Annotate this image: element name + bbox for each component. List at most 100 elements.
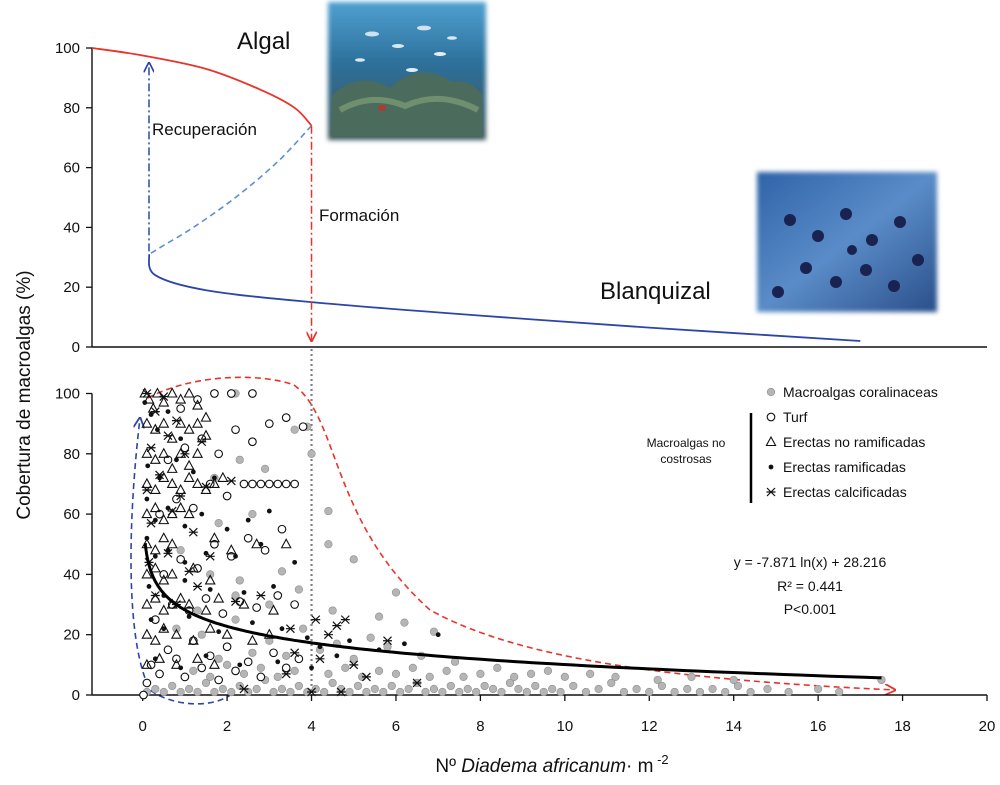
data-point <box>201 594 211 603</box>
unstable-threshold-branch <box>148 125 313 255</box>
data-point <box>143 393 155 404</box>
data-point <box>286 687 295 697</box>
data-point <box>141 628 153 639</box>
data-point <box>231 615 240 624</box>
data-point <box>182 578 188 583</box>
scatter-panel: 0 20 40 60 80 100 0 2 4 6 8 10 12 14 16 18 20 Macroalga… <box>55 349 995 735</box>
data-point <box>141 658 153 669</box>
data-point <box>263 628 275 639</box>
data-point <box>224 526 230 532</box>
data-point <box>161 626 167 632</box>
data-point <box>763 684 772 694</box>
data-point <box>721 687 730 697</box>
x-tick-label: 0 <box>138 718 146 735</box>
data-point <box>328 678 337 688</box>
data-point <box>178 665 184 671</box>
data-point <box>290 479 299 489</box>
data-point <box>290 425 299 434</box>
data-point <box>231 597 241 606</box>
data-point <box>341 663 350 672</box>
data-point <box>248 389 257 398</box>
series-asterisk <box>142 389 422 697</box>
data-point <box>176 491 186 501</box>
legend-label: Turf <box>783 409 807 425</box>
data-point <box>163 548 173 558</box>
data-point <box>334 653 340 659</box>
data-point <box>548 684 557 694</box>
data-point <box>166 477 178 489</box>
data-point <box>459 672 468 682</box>
x-tick-label: 6 <box>392 718 400 735</box>
data-point <box>226 389 236 398</box>
data-point <box>784 687 793 697</box>
bottom-y-axis-ticks: 0 20 40 60 80 100 <box>55 386 92 704</box>
data-point <box>235 455 244 464</box>
data-point <box>239 684 249 694</box>
algal-state-branch <box>91 47 313 127</box>
data-point <box>400 618 409 627</box>
data-point <box>182 559 188 565</box>
data-point <box>256 591 266 600</box>
data-point <box>184 566 194 576</box>
top-y-axis-ticks: 0 20 40 60 80 100 <box>55 40 92 356</box>
data-point <box>222 491 232 501</box>
barren-state-label: Blanquizal <box>600 278 711 305</box>
data-point <box>158 574 170 585</box>
data-point <box>170 628 182 639</box>
x-tick-label: 8 <box>476 718 484 735</box>
data-point <box>290 600 299 609</box>
data-point <box>294 681 303 691</box>
data-point <box>632 684 641 694</box>
data-point <box>250 620 255 626</box>
log-fit-curve <box>143 542 882 680</box>
data-point <box>645 687 654 697</box>
data-point <box>362 687 371 697</box>
scatter-series <box>139 387 886 700</box>
data-point <box>166 387 178 398</box>
data-point <box>201 678 211 688</box>
data-point <box>421 687 430 697</box>
data-point <box>231 425 240 435</box>
legend-marker-open-triangle <box>765 435 777 447</box>
data-point <box>455 687 464 697</box>
data-point <box>142 485 152 495</box>
x-axis-label: Nº Diadema africanum· m -2 <box>435 752 668 777</box>
bottom-y-tick-label: 40 <box>63 566 80 583</box>
data-point <box>273 672 282 682</box>
data-point <box>581 687 591 697</box>
data-point <box>290 648 300 658</box>
data-point <box>166 538 178 549</box>
data-point <box>476 669 485 678</box>
data-point <box>197 663 207 673</box>
data-point <box>180 443 190 453</box>
data-point <box>213 592 225 603</box>
legend-label: Erectas calcificadas <box>783 484 907 500</box>
data-point <box>208 532 220 543</box>
data-point <box>175 592 187 603</box>
data-point <box>238 598 250 609</box>
data-point <box>171 416 181 426</box>
data-point <box>245 517 251 523</box>
x-tick-label: 20 <box>979 718 996 735</box>
data-point <box>146 584 152 589</box>
data-point <box>370 684 379 694</box>
data-point <box>158 417 170 428</box>
data-point <box>320 687 329 697</box>
data-point <box>152 656 158 662</box>
data-point <box>149 483 161 495</box>
fit-p-value: P<0.001 <box>784 601 837 617</box>
data-point <box>186 614 192 620</box>
data-point <box>212 475 217 481</box>
data-point <box>282 651 291 660</box>
data-point <box>683 684 692 694</box>
data-point <box>404 684 413 694</box>
data-point <box>298 624 308 633</box>
data-point <box>192 417 204 428</box>
data-point <box>304 635 310 641</box>
data-point <box>835 687 844 697</box>
data-point <box>176 546 185 555</box>
data-point <box>207 587 213 592</box>
data-point <box>463 684 472 694</box>
recovery-label: Recuperación <box>152 120 257 139</box>
data-point <box>189 666 198 675</box>
